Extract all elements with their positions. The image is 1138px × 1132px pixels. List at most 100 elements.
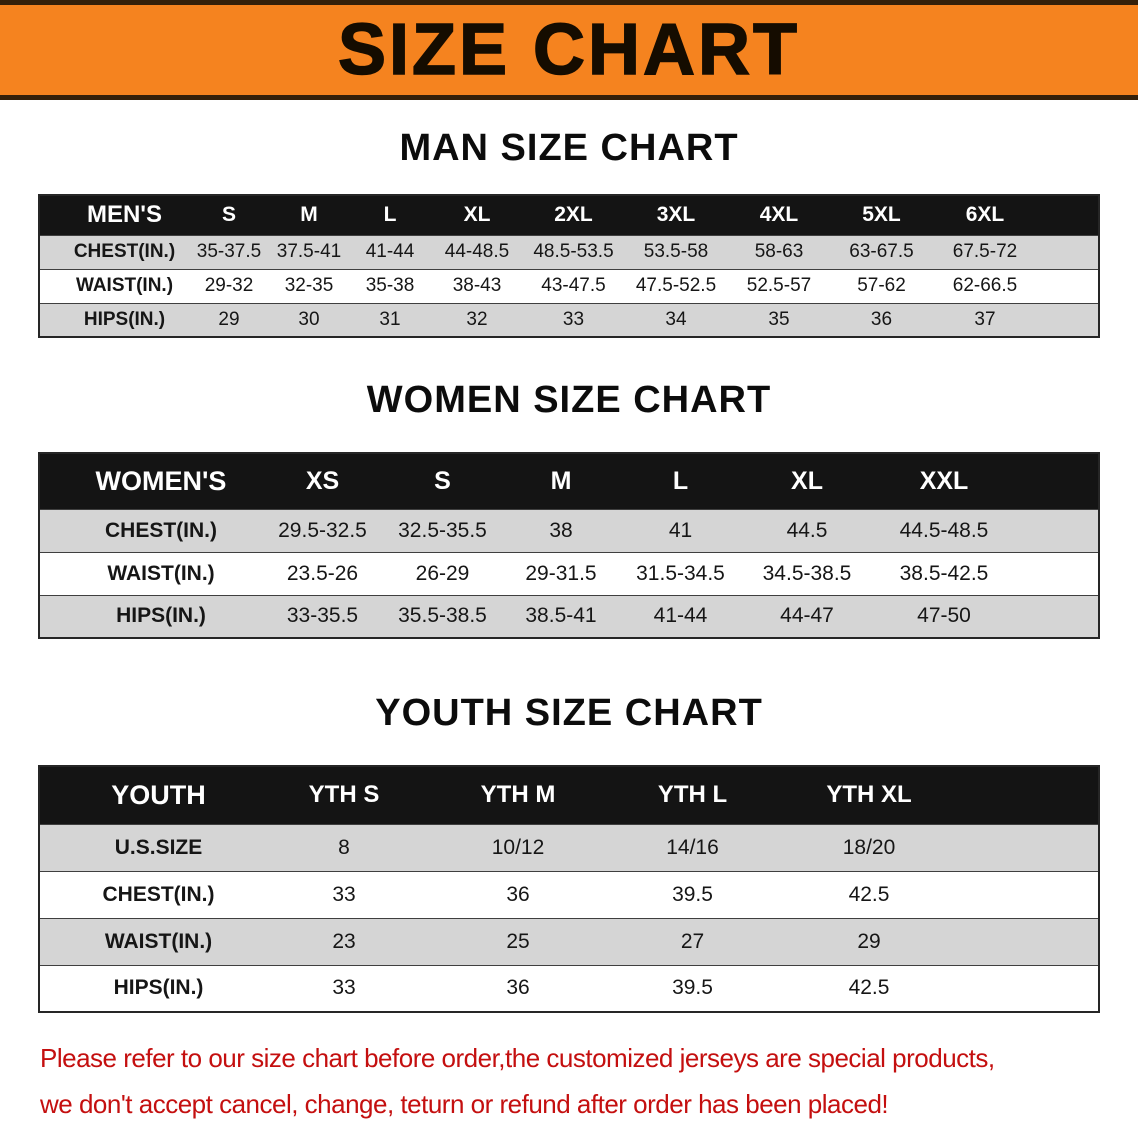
value-cell: 32-35: [284, 275, 334, 296]
value-cell: 29-31.5: [525, 561, 597, 585]
value-cell: 37.5-41: [276, 241, 342, 262]
youth-table-title: YOUTH: [39, 766, 257, 824]
row-label: U.S.SIZE: [114, 835, 203, 859]
value-cell: 44.5-48.5: [899, 518, 989, 542]
table-row: WAIST(IN.) 23.5-26 26-29 29-31.5 31.5-34…: [39, 552, 1099, 595]
value-cell: 29: [218, 308, 240, 330]
value-cell: 38.5-42.5: [899, 561, 989, 585]
spacer-cell: [1037, 303, 1099, 337]
value-cell: 39.5: [672, 882, 713, 906]
value-cell: 34.5-38.5: [762, 561, 852, 585]
value-cell: 35: [768, 308, 790, 330]
value-cell: 52.5-57: [746, 275, 812, 296]
value-cell: 47-50: [917, 604, 971, 628]
value-cell: 67.5-72: [952, 241, 1018, 262]
men-header-row: MEN'S S M L XL 2XL 3XL 4XL 5XL 6XL: [39, 195, 1099, 235]
row-label: CHEST(IN.): [73, 241, 176, 262]
header-cell: M: [269, 195, 349, 235]
value-cell: 48.5-53.5: [533, 241, 614, 262]
value-cell: 31: [379, 308, 401, 330]
value-cell: 37: [974, 308, 996, 330]
table-row: HIPS(IN.) 33 36 39.5 42.5: [39, 965, 1099, 1012]
spacer-cell: [958, 918, 1099, 965]
value-cell: 31.5-34.5: [636, 561, 725, 585]
value-cell: 35-38: [365, 275, 415, 296]
disclaimer-line2: we don't accept cancel, change, teturn o…: [40, 1089, 889, 1119]
value-cell: 36: [870, 308, 893, 330]
header-cell: YTH XL: [780, 766, 958, 824]
men-table-title: MEN'S: [39, 195, 189, 235]
header-cell: L: [620, 453, 741, 509]
header-cell: 4XL: [728, 195, 830, 235]
value-cell: 34: [665, 308, 687, 330]
row-label: WAIST(IN.): [104, 929, 213, 953]
header-cell: M: [502, 453, 620, 509]
value-cell: 44-47: [780, 604, 834, 628]
men-size-table: MEN'S S M L XL 2XL 3XL 4XL 5XL 6XL CHEST…: [38, 194, 1100, 338]
row-label: HIPS(IN.): [83, 308, 166, 330]
header-cell: S: [383, 453, 502, 509]
header-spacer-cell: [958, 766, 1099, 824]
value-cell: 29.5-32.5: [278, 518, 367, 542]
value-cell: 30: [298, 308, 320, 330]
women-header-row: WOMEN'S XS S M L XL XXL: [39, 453, 1099, 509]
header-cell: YTH M: [431, 766, 605, 824]
header-cell: XXL: [873, 453, 1015, 509]
spacer-cell: [1015, 509, 1099, 552]
disclaimer: Please refer to our size chart before or…: [40, 1035, 1138, 1127]
value-cell: 33-35.5: [286, 604, 359, 628]
value-cell: 29: [857, 929, 881, 953]
spacer-cell: [1015, 552, 1099, 595]
value-cell: 10/12: [491, 835, 545, 859]
table-row: CHEST(IN.) 35-37.5 37.5-41 41-44 44-48.5…: [39, 235, 1099, 269]
youth-size-table: YOUTH YTH S YTH M YTH L YTH XL U.S.SIZE …: [38, 765, 1100, 1013]
value-cell: 63-67.5: [849, 241, 914, 262]
women-section-heading: WOMEN SIZE CHART: [366, 379, 772, 421]
header-cell: YTH S: [257, 766, 431, 824]
value-cell: 23: [332, 929, 356, 953]
value-cell: 41-44: [365, 241, 415, 262]
value-cell: 35.5-38.5: [398, 604, 487, 628]
value-cell: 41: [668, 518, 693, 542]
value-cell: 23.5-26: [286, 561, 359, 585]
header-cell: YTH L: [605, 766, 780, 824]
header-cell: XL: [431, 195, 523, 235]
women-table-title: WOMEN'S: [39, 453, 262, 509]
header-spacer-cell: [1015, 453, 1099, 509]
header-spacer-cell: [1037, 195, 1099, 235]
table-row: HIPS(IN.) 33-35.5 35.5-38.5 38.5-41 41-4…: [39, 595, 1099, 638]
row-label: HIPS(IN.): [113, 976, 204, 1000]
row-label: CHEST(IN.): [105, 518, 217, 542]
value-cell: 44.5: [786, 518, 828, 542]
spacer-cell: [958, 824, 1099, 871]
table-row: CHEST(IN.) 33 36 39.5 42.5: [39, 871, 1099, 918]
value-cell: 33: [562, 308, 585, 330]
spacer-cell: [958, 965, 1099, 1012]
header-cell: S: [189, 195, 269, 235]
banner: SIZE CHART: [0, 0, 1138, 100]
row-label: WAIST(IN.): [75, 275, 174, 296]
value-cell: 42.5: [848, 976, 890, 1000]
value-cell: 8: [338, 835, 350, 859]
value-cell: 14/16: [666, 835, 719, 859]
value-cell: 32: [466, 308, 488, 330]
table-row: U.S.SIZE 8 10/12 14/16 18/20: [39, 824, 1099, 871]
youth-header-row: YOUTH YTH S YTH M YTH L YTH XL: [39, 766, 1099, 824]
value-cell: 27: [680, 929, 705, 953]
value-cell: 33: [332, 976, 356, 1000]
value-cell: 39.5: [672, 976, 713, 1000]
header-cell: 6XL: [933, 195, 1037, 235]
value-cell: 57-62: [857, 275, 906, 296]
value-cell: 29-32: [204, 275, 254, 296]
row-label: CHEST(IN.): [102, 882, 215, 906]
row-label: WAIST(IN.): [107, 561, 215, 585]
men-section-heading: MAN SIZE CHART: [399, 127, 739, 169]
value-cell: 38-43: [452, 275, 502, 296]
value-cell: 43-47.5: [541, 275, 606, 296]
spacer-cell: [1015, 595, 1099, 638]
value-cell: 42.5: [848, 882, 890, 906]
spacer-cell: [958, 871, 1099, 918]
value-cell: 18/20: [842, 835, 896, 859]
header-cell: L: [349, 195, 431, 235]
header-cell: 3XL: [624, 195, 728, 235]
